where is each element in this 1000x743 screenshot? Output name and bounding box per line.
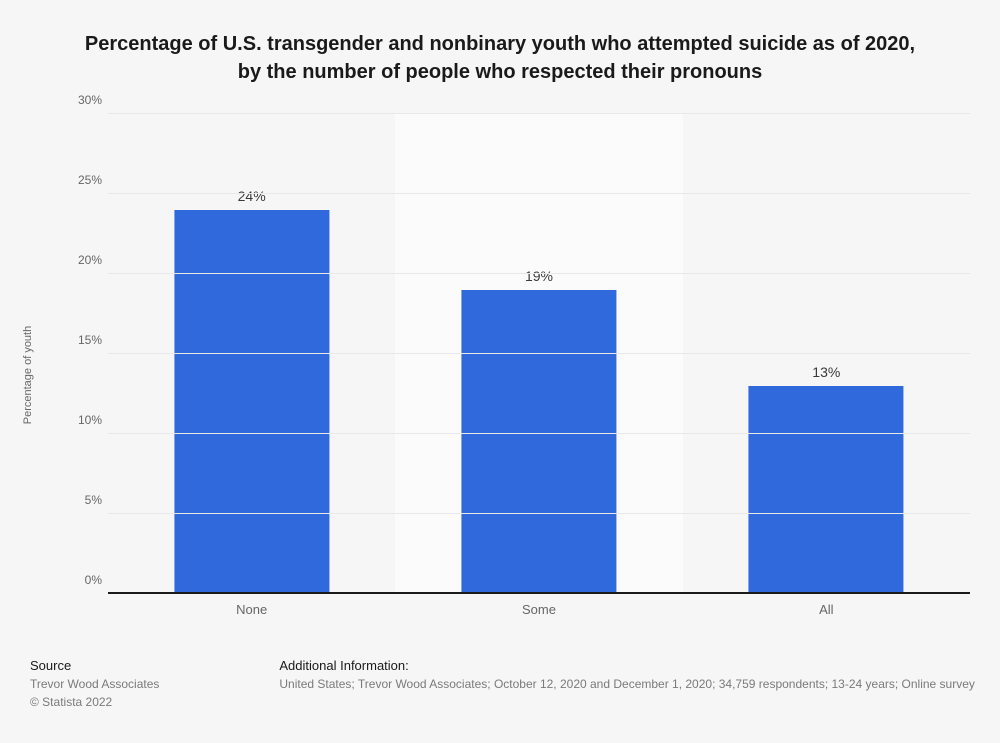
copyright-text: © Statista 2022 [30, 693, 159, 711]
chart-container: Percentage of U.S. transgender and nonbi… [0, 0, 1000, 743]
y-tick-label: 5% [70, 493, 102, 507]
y-tick-label: 15% [70, 333, 102, 347]
bar-slot: 19% [395, 114, 682, 594]
gridline [108, 433, 970, 434]
y-tick-label: 30% [70, 93, 102, 107]
x-axis-labels: NoneSomeAll [108, 594, 970, 624]
x-tick-label: None [108, 594, 395, 624]
x-tick-label: All [683, 594, 970, 624]
bar-value-label: 24% [238, 188, 266, 204]
bar-value-label: 13% [812, 364, 840, 380]
bar: 13% [749, 386, 904, 594]
bar-value-label: 19% [525, 268, 553, 284]
bars-layer: 24% 19% 13% [108, 114, 970, 594]
bar: 19% [461, 290, 616, 594]
y-tick-label: 0% [70, 573, 102, 587]
bar-slot: 13% [683, 114, 970, 594]
info-text: United States; Trevor Wood Associates; O… [279, 675, 975, 693]
chart-footer: Source Trevor Wood Associates © Statista… [20, 658, 980, 711]
gridline [108, 513, 970, 514]
gridline [108, 193, 970, 194]
info-heading: Additional Information: [279, 658, 975, 673]
y-tick-label: 20% [70, 253, 102, 267]
footer-info-column: Additional Information: United States; T… [279, 658, 975, 711]
x-tick-label: Some [395, 594, 682, 624]
y-tick-label: 10% [70, 413, 102, 427]
y-axis-label: Percentage of youth [22, 326, 34, 424]
plot-area: Percentage of youth 24%19%13% 0%5%10%15%… [70, 114, 970, 624]
bar-slot: 24% [108, 114, 395, 594]
chart-title: Percentage of U.S. transgender and nonbi… [20, 30, 980, 114]
source-heading: Source [30, 658, 159, 673]
grid-area: 24%19%13% 0%5%10%15%20%25%30% [108, 114, 970, 594]
gridline [108, 273, 970, 274]
gridline [108, 353, 970, 354]
gridline [108, 113, 970, 114]
bar: 24% [174, 210, 329, 594]
footer-source-column: Source Trevor Wood Associates © Statista… [30, 658, 159, 711]
source-name: Trevor Wood Associates [30, 675, 159, 693]
y-tick-label: 25% [70, 173, 102, 187]
